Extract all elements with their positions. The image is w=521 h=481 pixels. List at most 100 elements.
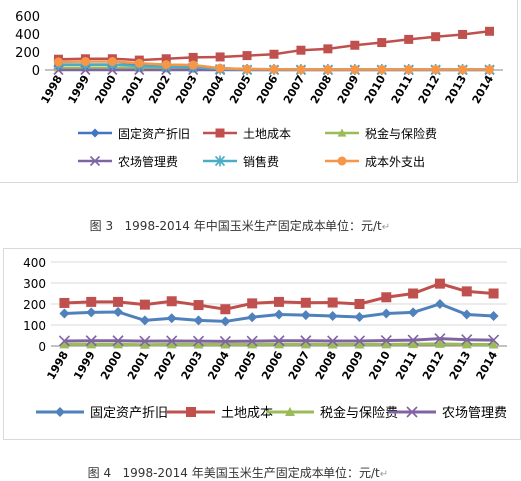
data-point xyxy=(300,339,311,349)
data-point xyxy=(381,308,392,319)
figure-3-caption: 图 3 1998-2014 年中国玉米生产固定成本 单位：元/t↵ xyxy=(0,203,521,234)
data-point xyxy=(488,288,499,299)
legend-label: 税金与保险费 xyxy=(320,405,398,421)
x-tick-label: 2013 xyxy=(447,349,474,382)
x-tick-label: 2005 xyxy=(232,349,259,382)
data-point xyxy=(139,315,150,326)
x-tick-label: 1998 xyxy=(38,73,65,106)
data-point xyxy=(247,312,258,323)
data-point xyxy=(188,52,198,62)
legend-label: 销售费 xyxy=(243,154,279,169)
data-point xyxy=(434,299,445,309)
x-tick-label: 2006 xyxy=(259,349,286,382)
data-point xyxy=(58,335,70,347)
x-tick-label: 2010 xyxy=(362,73,389,106)
data-point xyxy=(59,297,70,308)
legend-label: 固定资产折旧 xyxy=(118,126,190,141)
legend-item: 固定资产折旧 xyxy=(78,126,190,141)
x-tick-label: 2008 xyxy=(308,73,335,106)
x-tick-label: 2011 xyxy=(389,73,416,106)
data-point xyxy=(113,339,124,349)
legend-marker xyxy=(214,155,226,167)
data-point xyxy=(86,296,97,307)
data-point xyxy=(161,54,171,64)
data-point xyxy=(220,304,231,315)
legend-item: 税金与保险费 xyxy=(325,126,437,141)
x-tick-label: 1999 xyxy=(71,349,98,382)
data-point xyxy=(161,60,171,70)
legend-marker xyxy=(337,156,347,166)
x-tick-label: 2000 xyxy=(98,349,125,382)
x-tick-label: 2011 xyxy=(393,349,420,382)
data-point xyxy=(381,292,392,303)
data-point xyxy=(86,339,97,349)
data-point xyxy=(350,65,360,75)
y-tick-label: 200 xyxy=(23,298,46,312)
x-tick-label: 2012 xyxy=(416,73,443,106)
data-point xyxy=(434,278,445,289)
y-tick-label: 100 xyxy=(23,319,46,333)
legend-item: 税金与保险费 xyxy=(266,405,398,421)
series-4 xyxy=(58,333,500,347)
data-point xyxy=(488,339,499,349)
data-point xyxy=(112,335,124,347)
x-tick-label: 2007 xyxy=(281,73,308,106)
x-tick-label: 2001 xyxy=(119,73,146,106)
x-tick-label: 2002 xyxy=(152,349,179,382)
data-point xyxy=(274,339,284,349)
data-point xyxy=(353,335,366,347)
series-6 xyxy=(53,56,495,75)
legend-item: 农场管理费 xyxy=(388,406,507,421)
legend-marker xyxy=(186,407,196,417)
return-arrow-icon: ↵ xyxy=(379,469,389,480)
x-tick-label: 2014 xyxy=(474,349,501,382)
data-point xyxy=(215,63,225,73)
data-point xyxy=(242,51,252,61)
data-point xyxy=(431,65,441,75)
data-point xyxy=(458,65,468,75)
data-point xyxy=(86,307,97,318)
data-point xyxy=(59,339,70,349)
data-point xyxy=(215,52,225,62)
figure-3-units: 单位：元/t xyxy=(325,219,382,233)
legend-label: 农场管理费 xyxy=(442,406,507,421)
legend-item: 土地成本 xyxy=(167,406,273,421)
data-point xyxy=(300,335,312,347)
data-point xyxy=(488,310,499,321)
data-point xyxy=(377,65,387,75)
data-point xyxy=(188,60,198,70)
data-point xyxy=(219,335,231,347)
x-tick-label: 2009 xyxy=(335,73,362,106)
data-point xyxy=(274,296,284,307)
data-point xyxy=(300,297,311,308)
data-point xyxy=(300,310,311,321)
data-point xyxy=(407,334,419,346)
data-point xyxy=(273,335,285,347)
legend-label: 土地成本 xyxy=(221,406,273,421)
series-3 xyxy=(59,338,499,349)
data-point xyxy=(323,65,333,75)
data-point xyxy=(327,297,338,308)
y-tick-label: 0 xyxy=(32,64,40,79)
chart-1-frame: 0 200 400 600 1998 1999 2000 2001 2002 2003 2004 20… xyxy=(0,0,518,183)
data-point xyxy=(134,58,144,68)
x-tick-label: 2008 xyxy=(313,349,340,382)
figure-3-label: 图 3 1998-2014 年中国玉米生产固定成本 xyxy=(89,219,326,233)
data-point xyxy=(461,309,472,320)
data-point xyxy=(327,339,338,349)
return-arrow-icon: ↵ xyxy=(381,222,391,233)
x-tick-label: 2010 xyxy=(366,349,393,382)
x-tick-label: 2013 xyxy=(443,73,470,106)
data-point xyxy=(431,32,441,42)
y-tick-label: 400 xyxy=(15,28,40,43)
legend-label: 农场管理费 xyxy=(118,154,178,169)
x-tick-label: 2002 xyxy=(146,73,173,106)
legend-label: 税金与保险费 xyxy=(365,126,437,141)
data-point xyxy=(113,306,124,317)
legend-item: 土地成本 xyxy=(203,127,291,141)
data-point xyxy=(434,338,445,348)
data-point xyxy=(461,339,472,349)
data-point xyxy=(327,310,338,321)
